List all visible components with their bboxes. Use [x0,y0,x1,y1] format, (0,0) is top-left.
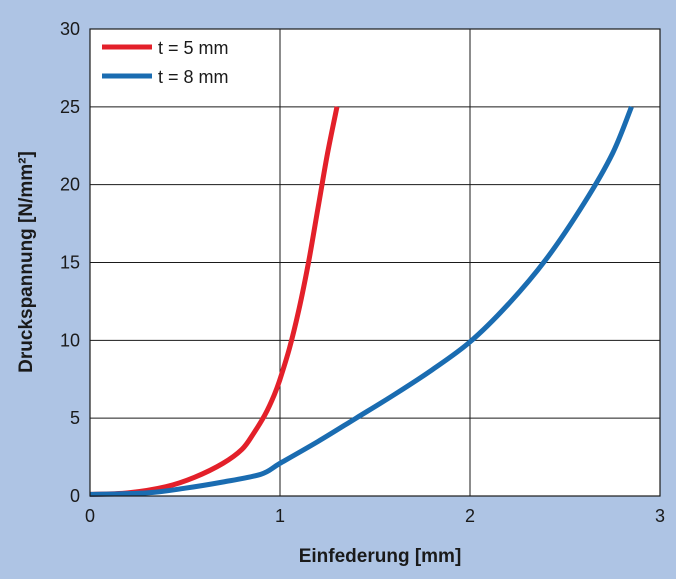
y-tick-label: 0 [70,486,80,506]
y-tick-label: 30 [60,19,80,39]
x-tick-labels: 0 1 2 3 [85,506,665,526]
plot-border [89,28,661,497]
x-tick-label: 1 [275,506,285,526]
x-tick-label: 3 [655,506,665,526]
y-tick-label: 25 [60,97,80,117]
y-tick-label: 5 [70,408,80,428]
legend-label-t8: t = 8 mm [158,67,229,87]
y-tick-labels: 0 5 10 15 20 25 30 [60,19,80,506]
y-axis-title: Druckspannung [N/mm²] [16,151,37,373]
series-lines [89,105,634,497]
x-axis-title: Einfederung [mm] [299,546,462,567]
legend: t = 5 mm t = 8 mm [102,38,229,87]
legend-label-t5: t = 5 mm [158,38,229,58]
y-tick-label: 15 [60,253,80,273]
series-line-1 [89,105,634,497]
series-line-0 [89,106,340,497]
x-tick-label: 2 [465,506,475,526]
y-tick-label: 20 [60,175,80,195]
y-tick-label: 10 [60,330,80,350]
x-tick-label: 0 [85,506,95,526]
